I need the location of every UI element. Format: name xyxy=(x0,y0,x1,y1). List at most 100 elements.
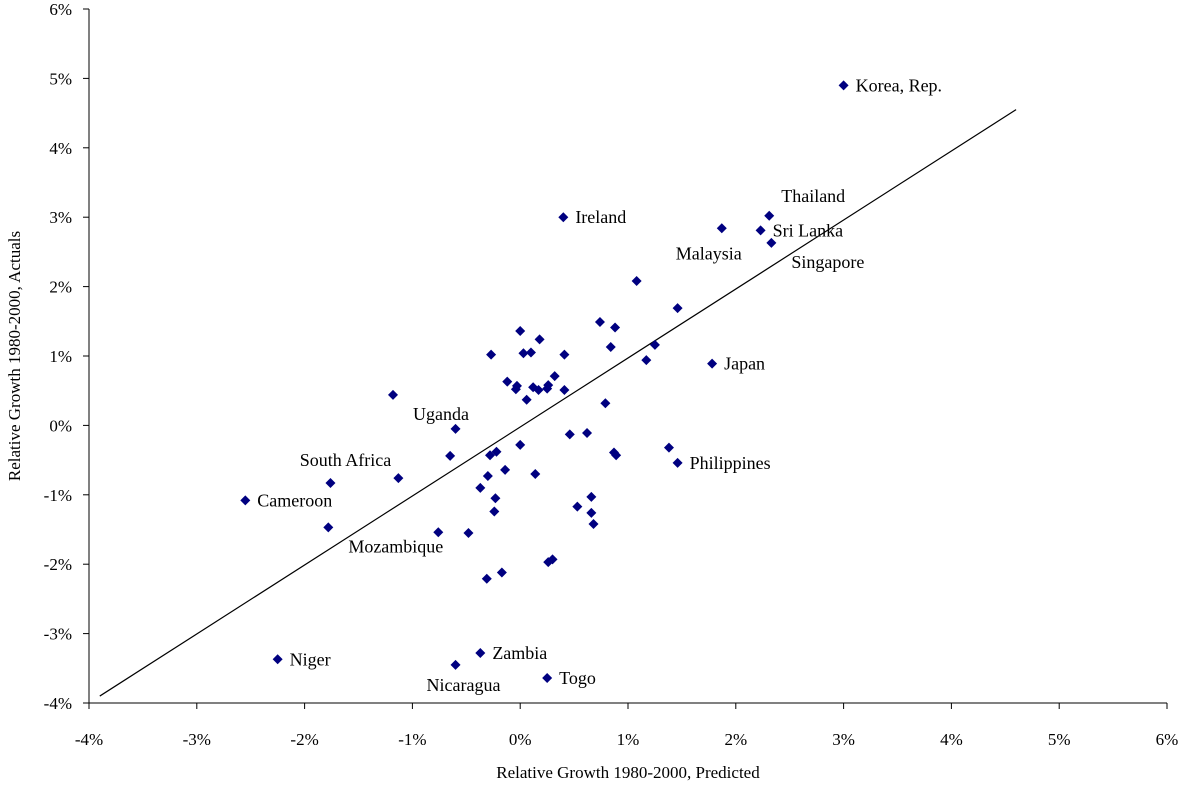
point-label: Thailand xyxy=(781,186,845,206)
data-point-marker xyxy=(515,326,526,337)
x-tick-label: -3% xyxy=(183,730,211,749)
y-tick-label: 6% xyxy=(49,0,72,19)
y-tick-label: 4% xyxy=(49,139,72,158)
data-point-marker xyxy=(755,225,766,236)
data-point-marker xyxy=(558,212,569,223)
point-label: Zambia xyxy=(492,643,547,663)
y-tick-label: -2% xyxy=(44,555,72,574)
y-tick-label: -1% xyxy=(44,486,72,505)
point-label: Togo xyxy=(559,668,596,688)
data-point-marker xyxy=(475,482,486,493)
data-point-marker xyxy=(272,654,283,665)
y-axis-ticks: -4% -3% -2% -1% 0% 1% 2% 3% 4% 5% 6% xyxy=(44,0,89,713)
data-point-marker xyxy=(663,442,674,453)
data-point-marker xyxy=(766,237,777,248)
x-tick-label: -2% xyxy=(290,730,318,749)
data-point-marker xyxy=(450,659,461,670)
point-label: Sri Lanka xyxy=(773,220,843,240)
point-label: Niger xyxy=(290,649,331,669)
data-point-marker xyxy=(521,394,532,405)
point-label: Uganda xyxy=(413,404,469,424)
point-label: Cameroon xyxy=(257,490,332,510)
data-point-marker xyxy=(525,347,536,358)
x-tick-label: 1% xyxy=(617,730,640,749)
data-point-marker xyxy=(611,450,622,461)
x-tick-label: -4% xyxy=(75,730,103,749)
data-point-marker xyxy=(559,385,570,396)
data-point-marker xyxy=(764,210,775,221)
data-point-marker xyxy=(533,385,544,396)
data-point-marker xyxy=(594,316,605,327)
data-point-marker xyxy=(672,303,683,314)
point-label: Japan xyxy=(724,354,765,374)
x-tick-label: 2% xyxy=(724,730,747,749)
x-axis-title: Relative Growth 1980-2000, Predicted xyxy=(496,763,760,782)
data-point-marker xyxy=(586,491,597,502)
data-point-marker xyxy=(475,648,486,659)
x-tick-label: 6% xyxy=(1156,730,1179,749)
data-point-marker xyxy=(582,428,593,439)
data-point-marker xyxy=(240,495,251,506)
data-point-marker xyxy=(393,473,404,484)
data-point-marker xyxy=(572,501,583,512)
data-point-marker xyxy=(631,276,642,287)
data-point-marker xyxy=(716,223,727,234)
point-label: Philippines xyxy=(690,453,771,473)
data-point-marker xyxy=(649,339,660,350)
y-tick-label: 5% xyxy=(49,69,72,88)
data-point-marker xyxy=(605,341,616,352)
data-point-marker xyxy=(838,80,849,91)
y-tick-label: 0% xyxy=(49,416,72,435)
data-points xyxy=(240,80,849,684)
data-point-marker xyxy=(559,349,570,360)
x-tick-label: 0% xyxy=(509,730,532,749)
point-labels: Korea, Rep. Thailand Sri Lanka Singapore Mal… xyxy=(257,75,942,694)
y-tick-label: -3% xyxy=(44,625,72,644)
data-point-marker xyxy=(530,468,541,479)
data-point-marker xyxy=(610,322,621,333)
data-point-marker xyxy=(502,376,513,387)
x-tick-label: 5% xyxy=(1048,730,1071,749)
data-point-marker xyxy=(542,383,553,394)
x-axis-ticks: -4% -3% -2% -1% 0% 1% 2% 3% 4% 5% 6% xyxy=(75,703,1179,749)
point-label: Nicaragua xyxy=(427,675,501,695)
data-point-marker xyxy=(482,471,493,482)
x-tick-label: 3% xyxy=(832,730,855,749)
data-point-marker xyxy=(463,527,474,538)
data-point-marker xyxy=(500,464,511,475)
data-point-marker xyxy=(542,673,553,684)
y-tick-label: 1% xyxy=(49,347,72,366)
data-point-marker xyxy=(543,557,554,568)
data-point-marker xyxy=(518,348,529,359)
data-point-marker xyxy=(490,493,501,504)
data-point-marker xyxy=(450,423,461,434)
point-label: South Africa xyxy=(300,450,392,470)
data-point-marker xyxy=(485,450,496,461)
data-point-marker xyxy=(433,527,444,538)
data-point-marker xyxy=(534,334,545,345)
data-point-marker xyxy=(481,573,492,584)
data-point-marker xyxy=(489,506,500,517)
point-label: Mozambique xyxy=(348,536,443,556)
point-label: Ireland xyxy=(575,207,626,227)
data-point-marker xyxy=(549,371,560,382)
data-point-marker xyxy=(600,398,611,409)
data-point-marker xyxy=(707,358,718,369)
data-point-marker xyxy=(510,384,521,395)
data-point-marker xyxy=(323,522,334,533)
point-label: Korea, Rep. xyxy=(856,75,942,95)
data-point-marker xyxy=(586,507,597,518)
point-label: Singapore xyxy=(791,252,864,272)
data-point-marker xyxy=(564,429,575,440)
point-label: Malaysia xyxy=(676,243,742,263)
data-point-marker xyxy=(387,389,398,400)
data-point-marker xyxy=(325,478,336,489)
y-tick-label: 2% xyxy=(49,278,72,297)
trend-line xyxy=(99,109,1017,697)
data-point-marker xyxy=(445,450,456,461)
x-tick-label: -1% xyxy=(398,730,426,749)
y-tick-label: 3% xyxy=(49,208,72,227)
y-axis-title: Relative Growth 1980-2000, Actuals xyxy=(5,231,24,481)
x-tick-label: 4% xyxy=(940,730,963,749)
